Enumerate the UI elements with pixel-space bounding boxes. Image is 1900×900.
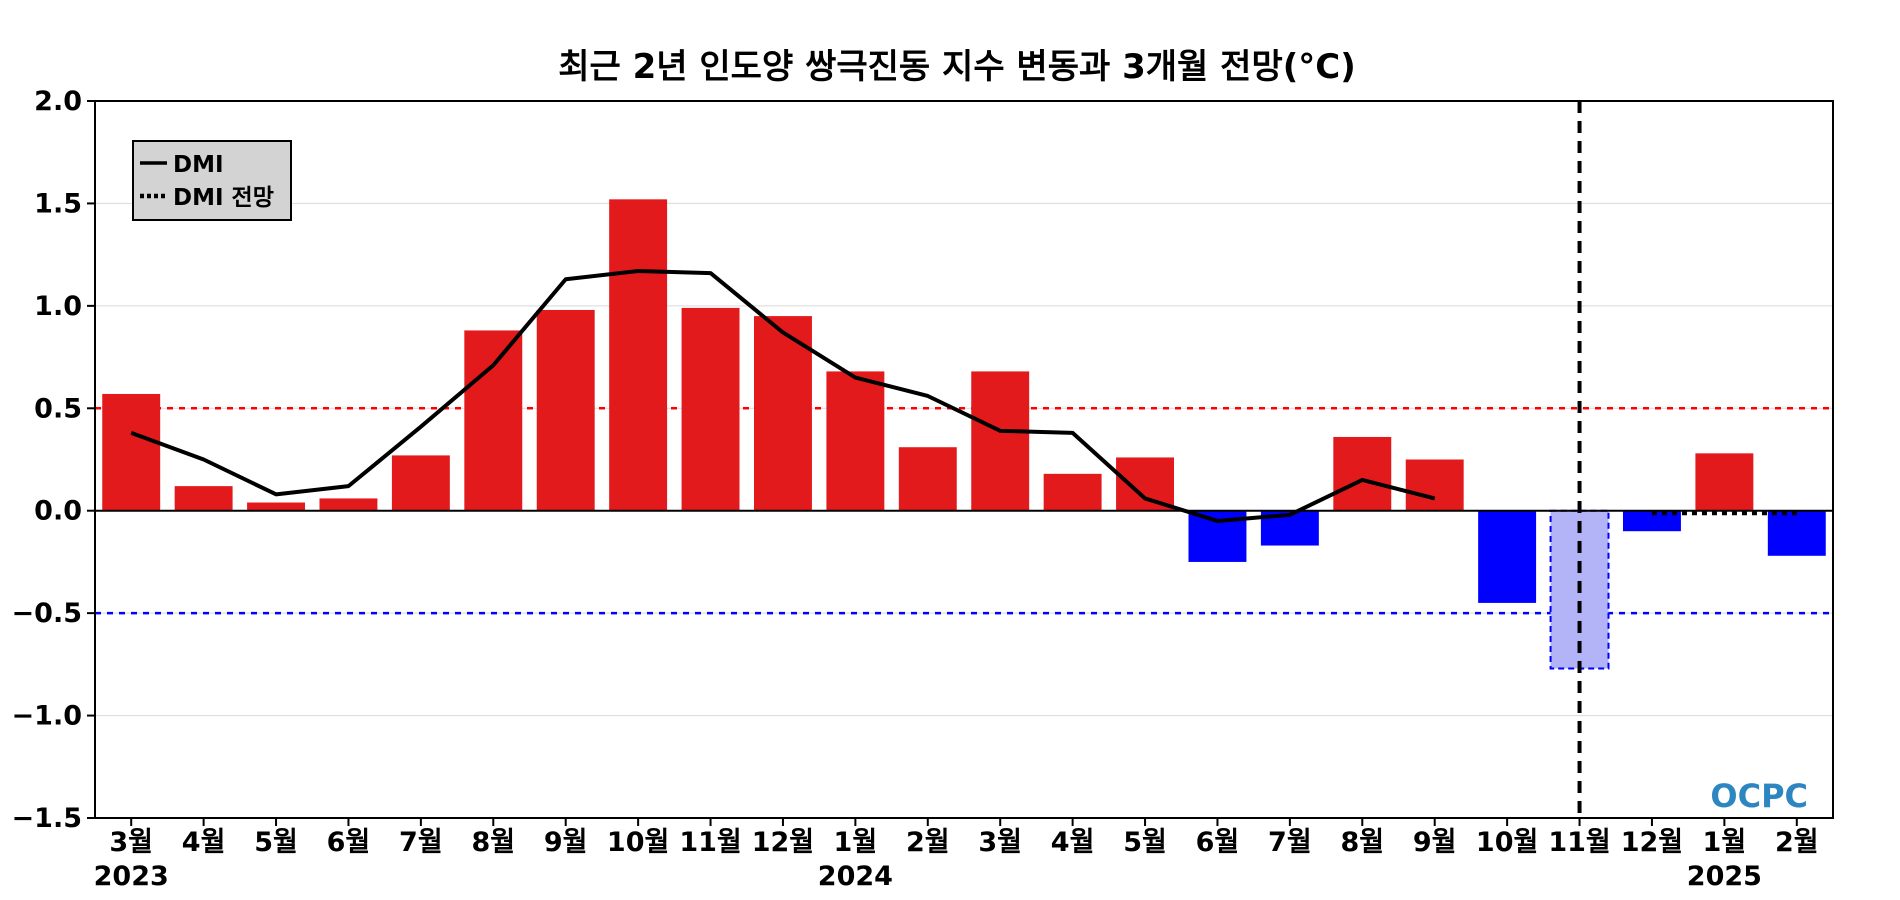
x-tick-label-22: 1월 (1703, 827, 1747, 858)
x-tick-label-12: 3월 (978, 827, 1022, 858)
x-tick-label-0: 3월 (109, 827, 153, 858)
threshold-lines (95, 407, 1833, 615)
bar-5 (464, 330, 523, 511)
x-tick-label-11: 2월 (906, 827, 950, 858)
tick-labels: 2.0 1.5 1.0 0.5 0.0 −0.5 −1.0 −1.5 3월 4월 5월 6월 7월 8월 9… (12, 86, 1819, 892)
y-tick-label-5: −0.5 (12, 598, 82, 629)
legend-label-forecast: DMI 전망 (173, 185, 274, 211)
y-tick-label-4: 0.0 (34, 496, 82, 527)
x-tick-label-17: 8월 (1340, 827, 1384, 858)
x-tick-label-18: 9월 (1413, 827, 1457, 858)
x-tick-label-7: 10월 (607, 827, 669, 858)
bar-1 (174, 486, 233, 511)
x-tick-label-20: 11월 (1548, 827, 1610, 858)
x-tick-label-14: 5월 (1123, 827, 1167, 858)
x-tick-label-9: 12월 (752, 827, 814, 858)
y-tick-label-6: −1.0 (12, 701, 82, 732)
bar-10 (826, 371, 885, 511)
bar-18 (1405, 459, 1464, 511)
dmi-lines (130, 269, 1797, 523)
bar-17 (1333, 436, 1392, 511)
x-tick-label-16: 7월 (1268, 827, 1312, 858)
x-tick-label-1: 4월 (182, 827, 226, 858)
plot-frame (94, 100, 1834, 819)
bar-11 (898, 447, 957, 511)
bar-14 (1116, 457, 1175, 511)
logo-text: OCPC (1710, 777, 1808, 815)
x-tick-label-10: 1월 (834, 827, 878, 858)
year-label-1: 2024 (818, 861, 893, 892)
bar-23 (1767, 510, 1826, 556)
ocpc-logo: OCPC (1710, 777, 1808, 815)
x-tick-label-21: 12월 (1621, 827, 1683, 858)
year-label-2: 2025 (1687, 861, 1762, 892)
x-tick-label-8: 11월 (679, 827, 741, 858)
y-tick-label-0: 2.0 (34, 86, 82, 117)
bars (102, 199, 1826, 670)
bar-19 (1478, 510, 1537, 603)
legend-label-dmi: DMI (173, 152, 224, 178)
y-tick-label-2: 1.0 (34, 291, 82, 322)
bar-6 (536, 309, 595, 511)
bar-22 (1695, 453, 1754, 511)
y-tick-label-7: −1.5 (12, 803, 82, 834)
bar-4 (391, 455, 450, 511)
legend-box (132, 140, 292, 221)
bar-9 (753, 316, 812, 511)
bar-0 (102, 393, 161, 511)
x-tick-label-2: 5월 (254, 827, 298, 858)
x-tick-label-19: 10월 (1476, 827, 1538, 858)
bar-21 (1622, 510, 1681, 532)
x-tick-label-23: 2월 (1775, 827, 1819, 858)
x-tick-label-15: 6월 (1196, 827, 1240, 858)
bar-8 (681, 307, 740, 511)
y-tick-label-1: 1.5 (34, 188, 82, 219)
chart-title: 최근 2년 인도양 쌍극진동 지수 변동과 3개월 전망(°C) (558, 47, 1356, 87)
y-tick-label-3: 0.5 (34, 393, 82, 424)
x-tick-label-5: 8월 (471, 827, 515, 858)
bar-12 (971, 371, 1030, 511)
bar-3 (319, 498, 378, 511)
year-label-0: 2023 (94, 861, 169, 892)
series-line-0 (130, 269, 1436, 523)
legend: DMI DMI 전망 (132, 140, 292, 221)
axes (87, 100, 1834, 826)
bar-13 (1043, 473, 1102, 511)
x-tick-label-4: 7월 (399, 827, 443, 858)
bar-2 (247, 502, 306, 511)
bar-7 (609, 199, 668, 511)
x-tick-label-13: 4월 (1051, 827, 1095, 858)
x-tick-label-3: 6월 (327, 827, 371, 858)
x-tick-label-6: 9월 (544, 827, 588, 858)
